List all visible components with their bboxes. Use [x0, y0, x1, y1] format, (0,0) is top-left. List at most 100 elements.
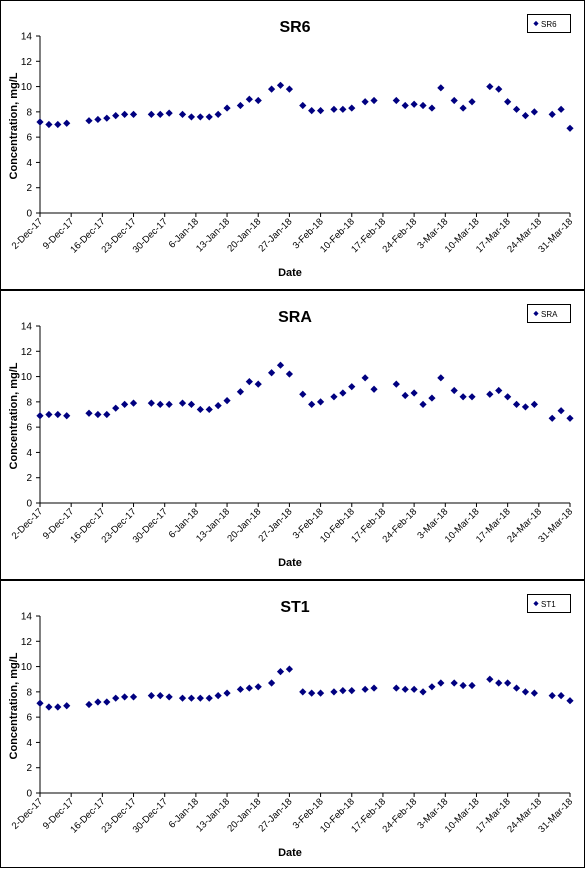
data-point [495, 679, 503, 687]
y-axis-title: Concentration, mg/L [8, 72, 20, 179]
data-point [285, 665, 294, 673]
data-point [85, 700, 93, 709]
x-axis-title: Date [278, 557, 302, 569]
data-point [36, 118, 44, 126]
data-point [348, 104, 356, 112]
x-axis-title: Date [278, 847, 302, 859]
data-point [121, 110, 129, 118]
data-point [299, 390, 307, 398]
data-point [236, 101, 245, 110]
data-point [521, 112, 530, 120]
data-point [401, 101, 409, 110]
data-point [308, 106, 316, 115]
data-point [450, 96, 458, 105]
data-point [45, 410, 53, 419]
data-point [196, 113, 204, 121]
data-point [330, 105, 338, 113]
data-point [299, 101, 307, 110]
chart-panel-sra: SRA024681012142-Dec-179-Dec-1716-Dec-172… [0, 290, 585, 580]
data-point [103, 410, 111, 419]
data-point [419, 101, 427, 110]
data-point [187, 113, 196, 121]
data-point [54, 410, 62, 419]
y-tick-label: 4 [26, 448, 32, 459]
data-point [299, 688, 307, 696]
y-tick-label: 12 [21, 637, 33, 648]
legend-label: SRA [541, 310, 558, 319]
legend-marker [533, 600, 539, 607]
y-tick-label: 8 [26, 107, 32, 118]
chart-title: ST1 [280, 599, 309, 616]
data-point [156, 110, 164, 118]
y-tick-label: 2 [26, 183, 32, 194]
data-point [63, 702, 71, 710]
y-tick-label: 10 [21, 82, 33, 93]
legend-box [527, 594, 571, 613]
data-point [112, 404, 120, 412]
data-point [45, 703, 53, 711]
data-point [147, 110, 155, 118]
data-point [495, 85, 503, 93]
legend-box [527, 14, 571, 33]
data-point [245, 95, 253, 103]
data-point [468, 98, 476, 106]
data-point [504, 393, 512, 401]
y-tick-label: 2 [26, 763, 32, 774]
y-tick-label: 8 [26, 687, 32, 698]
data-point [392, 684, 400, 692]
y-tick-label: 14 [21, 32, 33, 43]
chart-frame [0, 580, 585, 868]
chart-title: SR6 [279, 19, 310, 36]
data-point [504, 679, 512, 687]
data-point [410, 685, 418, 693]
data-point [486, 82, 494, 91]
data-point [512, 105, 521, 113]
data-point [214, 110, 222, 118]
data-point [276, 668, 285, 676]
data-point [267, 85, 276, 93]
y-axis-title: Concentration, mg/L [8, 362, 20, 469]
data-point [401, 391, 409, 400]
data-point [63, 119, 71, 127]
data-point [94, 698, 102, 706]
data-point [112, 112, 120, 120]
data-point [36, 412, 44, 420]
data-point [94, 410, 102, 419]
legend-label: ST1 [541, 600, 556, 609]
legend-label: SR6 [541, 20, 557, 29]
data-point [165, 109, 173, 117]
data-point [285, 370, 294, 378]
chart-frame [0, 290, 585, 580]
data-point [437, 84, 445, 92]
data-point [54, 120, 62, 129]
chart-title: SRA [278, 309, 312, 326]
data-point [339, 105, 347, 113]
data-point [495, 386, 503, 395]
data-point [267, 369, 276, 377]
data-point [112, 694, 120, 702]
data-point [276, 81, 285, 89]
data-point [468, 393, 476, 401]
data-point [450, 386, 458, 395]
data-point [339, 389, 347, 397]
y-tick-label: 12 [21, 347, 33, 358]
y-tick-label: 14 [21, 322, 33, 333]
data-point [178, 110, 187, 118]
data-point [316, 398, 325, 406]
y-tick-label: 12 [21, 57, 33, 68]
data-point [530, 108, 538, 116]
data-point [94, 115, 102, 124]
data-point [530, 689, 538, 697]
data-point [459, 104, 467, 112]
data-point [205, 113, 213, 121]
data-point [316, 106, 325, 115]
data-point [504, 98, 512, 106]
data-point [223, 689, 231, 697]
y-tick-label: 6 [26, 713, 32, 724]
y-tick-label: 0 [26, 789, 32, 800]
chart-panel-st1: ST1024681012142-Dec-179-Dec-1716-Dec-172… [0, 580, 585, 868]
y-tick-label: 6 [26, 423, 32, 434]
data-point [410, 389, 418, 397]
data-point [223, 104, 231, 112]
